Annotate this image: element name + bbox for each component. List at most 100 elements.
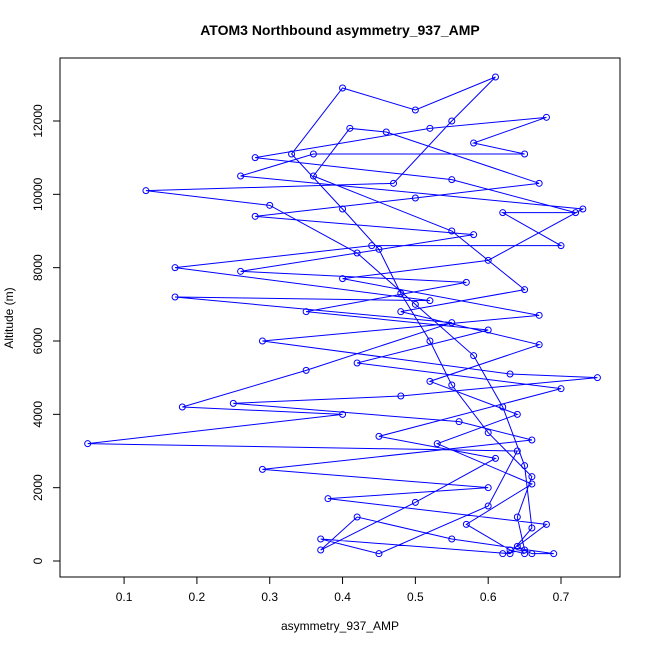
data-point xyxy=(171,264,179,272)
data-point xyxy=(462,278,470,286)
data-point xyxy=(309,150,317,158)
data-point xyxy=(309,172,317,180)
data-point xyxy=(448,117,456,125)
data-point xyxy=(455,418,463,426)
data-point xyxy=(528,436,536,444)
data-point xyxy=(339,275,347,283)
data-point xyxy=(368,242,376,250)
data-point xyxy=(506,550,514,558)
x-tick-label: 0.6 xyxy=(480,590,497,604)
data-point xyxy=(470,231,478,239)
data-point xyxy=(411,498,419,506)
chart-title: ATOM3 Northbound asymmetry_937_AMP xyxy=(200,22,480,38)
data-point xyxy=(448,381,456,389)
x-tick-label: 0.3 xyxy=(261,590,278,604)
y-tick-label: 4000 xyxy=(31,401,45,428)
data-point xyxy=(237,172,245,180)
data-point xyxy=(550,550,558,558)
data-point xyxy=(251,154,259,162)
data-point xyxy=(302,308,310,316)
y-tick-label: 10000 xyxy=(31,177,45,211)
data-point xyxy=(521,286,529,294)
data-point xyxy=(288,150,296,158)
data-point xyxy=(448,319,456,327)
data-point xyxy=(229,399,237,407)
data-point xyxy=(572,209,580,217)
data-point xyxy=(521,462,529,470)
data-point xyxy=(317,535,325,543)
x-tick-label: 0.1 xyxy=(116,590,133,604)
data-point xyxy=(251,212,259,220)
data-point xyxy=(317,546,325,554)
data-point xyxy=(484,429,492,437)
data-point xyxy=(302,366,310,374)
data-point xyxy=(491,454,499,462)
data-point xyxy=(142,187,150,195)
y-tick-label: 0 xyxy=(31,557,45,564)
y-tick-label: 8000 xyxy=(31,254,45,281)
data-point xyxy=(375,245,383,253)
data-point xyxy=(353,359,361,367)
data-point xyxy=(484,502,492,510)
data-point xyxy=(353,513,361,521)
data-point xyxy=(171,293,179,301)
data-point xyxy=(462,520,470,528)
data-point xyxy=(484,256,492,264)
data-point xyxy=(375,432,383,440)
data-point xyxy=(411,300,419,308)
data-point xyxy=(411,106,419,114)
data-point xyxy=(521,546,529,554)
x-tick-label: 0.4 xyxy=(334,590,351,604)
data-point xyxy=(390,179,398,187)
data-point xyxy=(499,550,507,558)
x-tick-label: 0.5 xyxy=(407,590,424,604)
data-point xyxy=(178,403,186,411)
data-point xyxy=(339,84,347,92)
data-point xyxy=(528,550,536,558)
data-point xyxy=(448,227,456,235)
data-point xyxy=(237,267,245,275)
data-point xyxy=(258,337,266,345)
data-point xyxy=(339,205,347,213)
data-point xyxy=(521,550,529,558)
data-point xyxy=(499,403,507,411)
data-point xyxy=(491,73,499,81)
data-point xyxy=(397,289,405,297)
data-point xyxy=(484,484,492,492)
data-point xyxy=(448,176,456,184)
data-point xyxy=(535,341,543,349)
x-tick-label: 0.7 xyxy=(553,590,570,604)
data-point xyxy=(506,546,514,554)
data-point xyxy=(426,297,434,305)
y-axis-label: Altitude (m) xyxy=(2,287,16,348)
y-tick-label: 2000 xyxy=(31,474,45,501)
data-point xyxy=(557,242,565,250)
data-point xyxy=(528,473,536,481)
data-point xyxy=(593,374,601,382)
data-point xyxy=(346,124,354,132)
data-point xyxy=(513,447,521,455)
data-point xyxy=(557,385,565,393)
data-point xyxy=(84,440,92,448)
data-point xyxy=(375,550,383,558)
data-point xyxy=(353,249,361,257)
data-point xyxy=(426,377,434,385)
data-point xyxy=(382,128,390,136)
data-point xyxy=(448,535,456,543)
data-point xyxy=(426,337,434,345)
data-point xyxy=(542,113,550,121)
series-line xyxy=(87,76,598,555)
data-point xyxy=(266,201,274,209)
data-point xyxy=(339,410,347,418)
x-tick-label: 0.2 xyxy=(189,590,206,604)
data-point xyxy=(426,124,434,132)
data-point xyxy=(535,179,543,187)
data-point xyxy=(470,352,478,360)
y-tick-label: 12000 xyxy=(31,104,45,138)
data-point xyxy=(506,370,514,378)
data-point xyxy=(499,209,507,217)
data-point xyxy=(470,139,478,147)
data-point xyxy=(535,311,543,319)
x-axis-label: asymmetry_937_AMP xyxy=(281,619,399,633)
